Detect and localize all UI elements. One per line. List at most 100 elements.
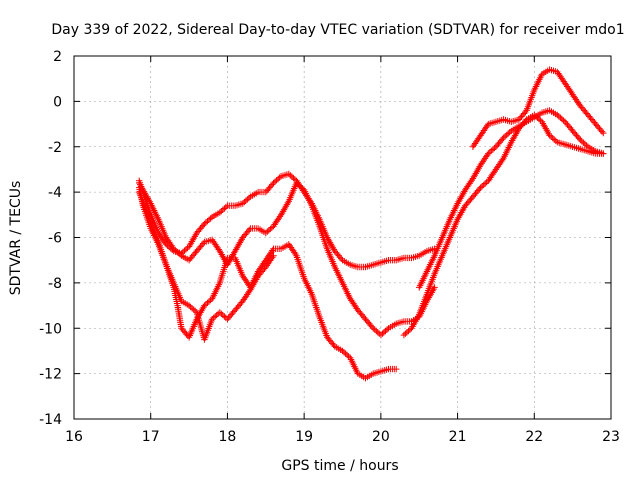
data-point [334,266,336,268]
data-point [349,264,351,266]
data-point [203,223,206,225]
y-tick-label: -10 [39,321,62,337]
data-point [395,259,397,261]
data-point [456,218,459,220]
data-point [249,289,252,291]
data-point [387,259,390,261]
y-tick-label: 0 [53,94,62,110]
x-tick-label: 17 [142,429,160,445]
x-tick-label: 19 [295,429,313,445]
data-point [572,130,574,132]
data-point [138,182,140,184]
data-point [433,273,436,275]
y-tick-label: -14 [39,412,62,428]
data-point [272,225,275,227]
data-point [226,318,229,320]
data-point [380,261,382,264]
data-point [188,336,190,338]
data-point [357,373,359,375]
y-tick-label: -6 [48,231,62,247]
data-point [234,309,236,311]
data-point [602,152,604,155]
data-point [495,168,497,171]
data-point [364,377,367,379]
data-point [249,196,252,198]
data-point [449,236,451,239]
data-point [272,182,275,184]
data-point [433,255,436,257]
data-point [188,245,190,248]
series-markers [400,111,607,339]
data-point [357,309,359,311]
data-point [265,191,267,193]
data-point [533,89,535,91]
data-point [257,270,259,273]
data-point [138,191,140,193]
data-point [556,141,558,143]
data-point [211,298,213,300]
data-point [226,257,229,259]
data-point [295,255,298,257]
data-point [173,282,175,284]
data-point [318,316,321,318]
series-track-6 [469,66,607,150]
data-point [426,270,428,273]
data-point [173,248,175,250]
y-tick-label: -2 [48,140,62,156]
data-point [426,293,428,295]
data-point [380,334,382,336]
data-point [257,191,259,193]
tick-layer: 16 17 18 19 20 21 22 23 -14 -12 -10 -8 -6 -4 -2 0 2 [39,49,620,445]
data-point [288,243,290,245]
data-point [579,139,581,141]
data-point [257,275,259,277]
data-point [549,109,551,112]
data-point [433,286,436,289]
data-point [487,152,489,155]
series-track-7 [400,111,607,339]
data-point [188,304,190,307]
x-tick-label: 23 [602,429,620,445]
data-point [387,327,390,329]
data-point [503,137,505,139]
data-point [265,259,267,261]
data-point [265,232,267,234]
data-point [176,304,179,307]
data-point [165,236,167,239]
data-point [203,241,206,243]
data-point [180,300,182,302]
data-point [549,134,551,137]
data-point [341,282,344,284]
data-point [288,200,290,202]
data-point [242,236,244,239]
data-point [403,320,405,323]
data-point [533,114,535,116]
x-tick-label: 16 [65,429,83,445]
data-point [242,300,244,302]
data-point [303,277,305,279]
data-point [403,334,405,336]
data-point [556,114,558,116]
data-point [441,255,443,257]
y-tick-label: -8 [48,276,62,292]
data-point [487,123,489,125]
data-point [510,141,512,143]
data-point [219,311,221,313]
data-point [510,121,512,123]
data-point [395,368,397,370]
data-point [456,202,459,205]
data-point [595,152,597,155]
data-point [226,205,229,207]
data-point [211,239,213,241]
data-point [418,314,420,316]
data-point [410,257,413,259]
data-point [341,259,344,261]
data-point [303,189,305,191]
data-point [526,118,528,121]
data-point [219,282,221,284]
data-point [572,146,574,148]
data-point [196,318,198,320]
data-point [395,323,397,325]
data-point [334,250,336,252]
x-tick-label: 18 [219,429,237,445]
